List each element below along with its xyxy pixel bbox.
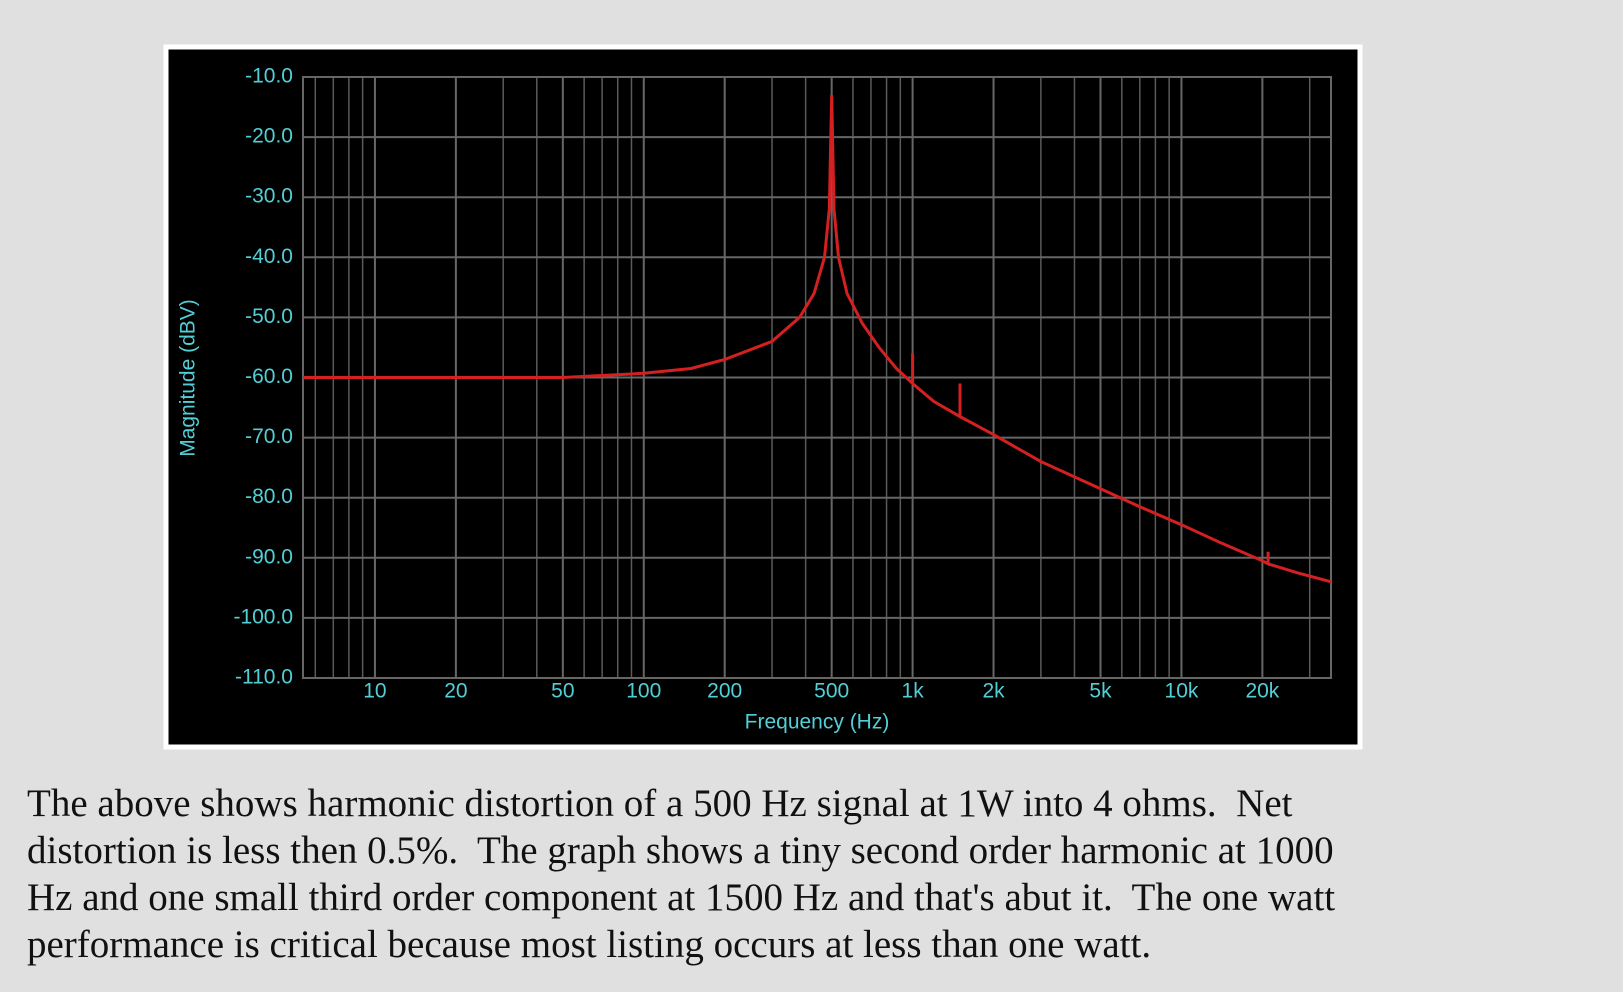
x-tick-label: 2k	[982, 680, 1005, 703]
y-tick-label: -10.0	[245, 65, 293, 88]
data-line	[303, 94, 1332, 584]
y-tick-label: -60.0	[245, 365, 293, 388]
y-tick-label: -90.0	[245, 545, 293, 568]
caption-line: distortion is less then 0.5%. The graph …	[27, 829, 1334, 872]
y-axis-label: Magnitude (dBV)	[177, 299, 200, 457]
x-tick-label: 20	[444, 680, 467, 703]
x-axis-label: Frequency (Hz)	[745, 711, 890, 734]
y-tick-label: -110.0	[235, 666, 293, 689]
x-tick-label: 200	[707, 680, 742, 703]
x-tick-label: 1k	[902, 680, 925, 703]
y-tick-label: -30.0	[245, 185, 293, 208]
y-tick-label: -20.0	[245, 125, 293, 148]
chart-frame	[163, 44, 1363, 750]
y-tick-label: -80.0	[245, 485, 293, 508]
x-tick-label: 50	[551, 680, 574, 703]
caption: The above shows harmonic distortion of a…	[27, 780, 1617, 968]
x-tick-label: 100	[626, 680, 661, 703]
x-tick-label: 500	[814, 680, 849, 703]
caption-line: Hz and one small third order component a…	[27, 876, 1336, 919]
y-tick-label: -100.0	[233, 605, 293, 628]
x-tick-label: 20k	[1245, 680, 1279, 703]
x-tick-label: 5k	[1089, 680, 1112, 703]
y-tick-label: -70.0	[245, 425, 293, 448]
y-tick-label: -50.0	[245, 305, 293, 328]
caption-line: The above shows harmonic distortion of a…	[27, 782, 1293, 825]
caption-line: performance is critical because most lis…	[27, 923, 1152, 966]
x-tick-label: 10	[363, 680, 386, 703]
y-tick-label: -40.0	[245, 245, 293, 268]
x-tick-label: 10k	[1165, 680, 1199, 703]
chart: Magnitude (dBV) Frequency (Hz) -10.0 -20.…	[163, 44, 1363, 750]
